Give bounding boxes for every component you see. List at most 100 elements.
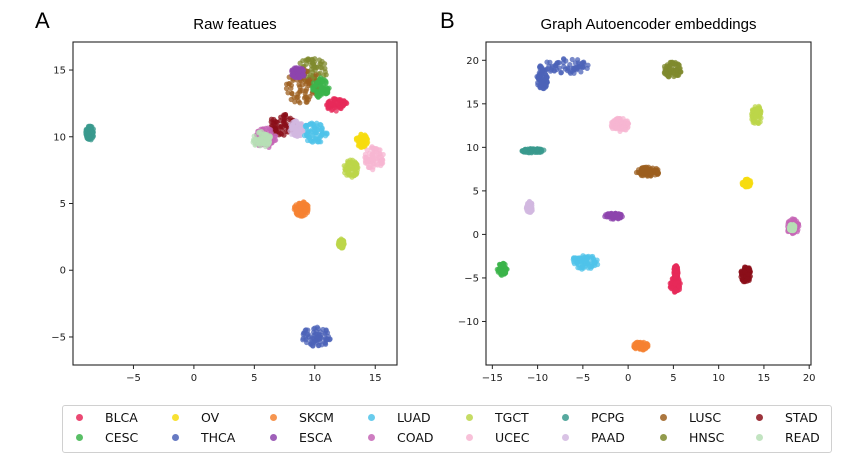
legend-marker-icon [270, 434, 277, 441]
data-point [356, 135, 362, 141]
data-point [315, 93, 321, 99]
x-tick-label: 20 [803, 373, 816, 384]
data-point [541, 147, 547, 153]
data-point [353, 171, 359, 177]
data-point [738, 269, 744, 275]
data-point [522, 146, 528, 152]
legend-marker-icon [368, 434, 375, 441]
cluster-skcm [631, 339, 651, 353]
data-point [556, 65, 563, 71]
data-point [788, 217, 794, 223]
legend-marker-icon [270, 414, 277, 421]
data-point [86, 134, 92, 140]
x-tick-label: 15 [369, 373, 382, 384]
data-point [337, 97, 343, 103]
data-point [673, 268, 679, 274]
data-point [311, 329, 317, 335]
data-point [85, 124, 91, 130]
data-point [572, 65, 578, 71]
legend-item: UCEC [453, 430, 530, 445]
data-point [661, 63, 668, 70]
data-point [341, 163, 347, 169]
y-tick-label: 15 [53, 66, 66, 77]
data-point [285, 90, 291, 96]
legend-marker-icon [466, 434, 473, 441]
legend-item: COAD [355, 430, 434, 445]
data-point [297, 100, 303, 106]
x-tick-label: −15 [482, 373, 503, 384]
legend-label: READ [785, 430, 820, 445]
legend-item: STAD [743, 410, 818, 425]
y-tick-label: −5 [464, 273, 479, 284]
data-point [671, 61, 678, 67]
data-point [303, 81, 309, 87]
legend-label: STAD [785, 410, 818, 425]
data-point [297, 60, 303, 66]
data-point [312, 136, 318, 142]
data-point [740, 279, 747, 285]
x-tick-label: 5 [251, 373, 257, 384]
y-tick-label: 10 [466, 143, 479, 154]
legend-item: CESC [63, 430, 138, 445]
data-point [672, 280, 678, 287]
legend-label: SKCM [299, 410, 334, 425]
data-point [319, 342, 325, 348]
legend-marker-icon [368, 414, 375, 421]
data-point [500, 268, 506, 275]
data-point [374, 155, 380, 161]
data-point [569, 56, 575, 63]
data-point [754, 108, 760, 115]
data-point [578, 69, 584, 75]
x-tick-label: 5 [670, 373, 676, 384]
data-point [750, 108, 756, 114]
legend-label: COAD [397, 430, 434, 445]
data-point [311, 65, 317, 71]
data-point [560, 60, 567, 66]
legend-label: PAAD [591, 430, 625, 445]
legend-label: THCA [201, 430, 236, 445]
x-tick-label: 10 [712, 373, 725, 384]
data-point [745, 271, 751, 277]
cluster-tgct [749, 103, 764, 126]
data-point [647, 168, 653, 174]
legend-item: HNSC [647, 430, 724, 445]
data-point [610, 120, 616, 126]
data-point [255, 140, 261, 146]
axes-frame [485, 41, 812, 366]
data-point [364, 147, 370, 153]
data-point [528, 204, 534, 210]
legend-marker-icon [562, 434, 569, 441]
cluster-blca [324, 96, 350, 114]
data-point [316, 331, 322, 337]
cluster-paad [523, 198, 535, 215]
data-point [297, 201, 304, 207]
data-point [273, 127, 279, 133]
data-point [295, 94, 301, 100]
panel-a-title: Raw featues [193, 16, 277, 33]
legend-marker-icon [660, 434, 667, 441]
cluster-esca [289, 65, 307, 81]
legend-item: READ [743, 430, 820, 445]
data-point [328, 101, 334, 107]
data-point [335, 100, 341, 107]
data-point [366, 156, 372, 162]
data-point [673, 273, 679, 279]
data-point [268, 116, 275, 122]
data-point [345, 159, 351, 166]
data-point [265, 135, 271, 141]
data-point [324, 131, 330, 137]
legend-marker-icon [562, 414, 569, 421]
data-point [290, 119, 296, 125]
data-point [336, 239, 342, 245]
data-point [614, 212, 620, 218]
data-point [312, 127, 318, 133]
data-point [623, 127, 629, 133]
cluster-cesc [494, 260, 510, 278]
data-point [322, 61, 328, 67]
data-point [302, 208, 308, 214]
data-point [272, 137, 278, 144]
data-point [618, 118, 624, 125]
data-point [302, 91, 308, 97]
legend-item: SKCM [257, 410, 334, 425]
data-point [580, 264, 586, 270]
